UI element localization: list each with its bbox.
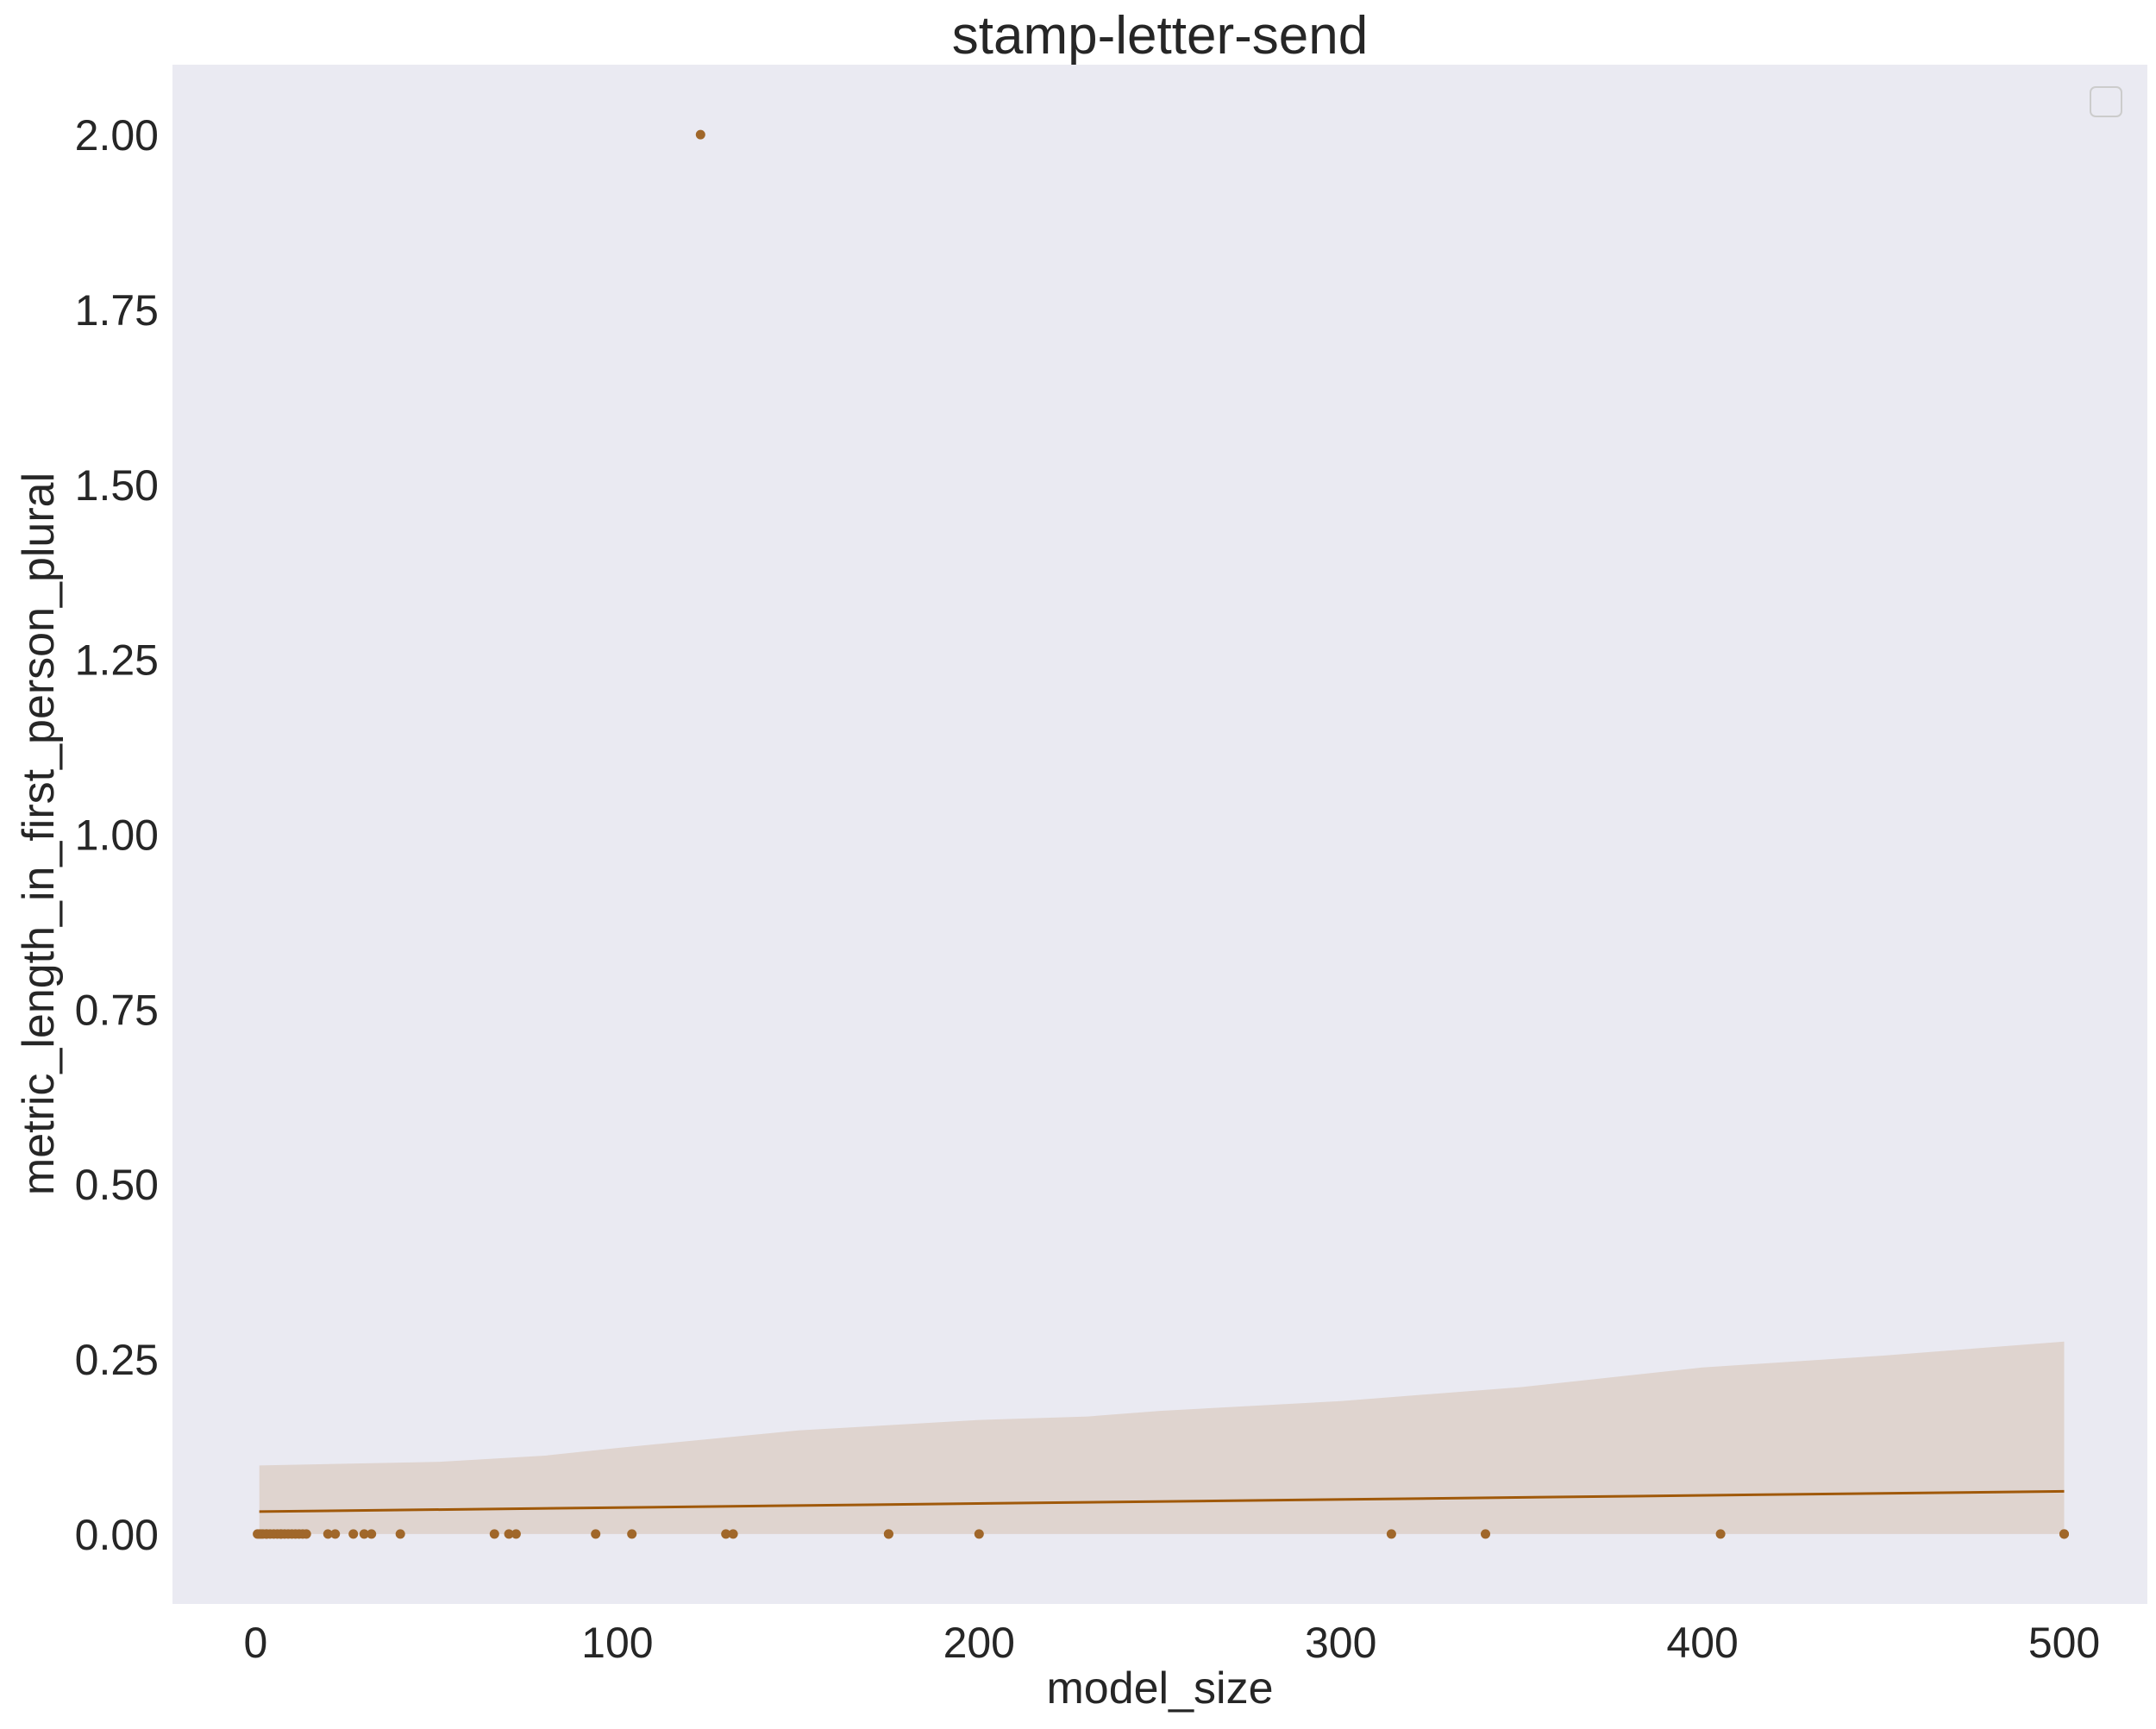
x-axis-ticks: 0 100 200 300 400 500 [244, 1619, 2101, 1667]
y-tick-label: 0.25 [75, 1336, 159, 1384]
data-point [729, 1529, 738, 1538]
x-tick-label: 300 [1305, 1619, 1376, 1667]
y-tick-label: 1.25 [75, 636, 159, 685]
x-tick-label: 100 [581, 1619, 653, 1667]
data-point [1481, 1529, 1490, 1538]
x-tick-label: 400 [1666, 1619, 1738, 1667]
data-point [627, 1529, 636, 1538]
data-point [975, 1529, 984, 1538]
data-point [2059, 1529, 2069, 1538]
y-tick-label: 1.50 [75, 461, 159, 510]
x-axis-label: model_size [1046, 1663, 1273, 1713]
data-point [696, 130, 705, 140]
x-tick-label: 200 [943, 1619, 1015, 1667]
y-tick-label: 0.00 [75, 1511, 159, 1559]
data-point [511, 1529, 521, 1538]
chart-title: stamp-letter-send [952, 6, 1368, 66]
data-point [884, 1529, 893, 1538]
data-point [302, 1529, 311, 1538]
data-point [396, 1529, 405, 1538]
y-tick-label: 2.00 [75, 111, 159, 160]
data-point [1387, 1529, 1396, 1538]
data-point [330, 1529, 340, 1538]
y-axis-label: metric_length_in_first_person_plural [14, 473, 64, 1195]
data-point [367, 1529, 376, 1538]
data-point [348, 1529, 358, 1538]
y-axis-ticks: 0.00 0.25 0.50 0.75 1.00 1.25 1.50 1.75 2.00 [75, 111, 159, 1559]
data-point [1716, 1529, 1726, 1538]
data-point [490, 1529, 499, 1538]
y-tick-label: 1.75 [75, 286, 159, 335]
y-tick-label: 1.00 [75, 811, 159, 860]
x-tick-label: 0 [244, 1619, 268, 1667]
y-tick-label: 0.50 [75, 1161, 159, 1209]
data-point [591, 1529, 600, 1538]
legend-box [2090, 87, 2122, 116]
x-tick-label: 500 [2028, 1619, 2100, 1667]
y-tick-label: 0.75 [75, 986, 159, 1034]
